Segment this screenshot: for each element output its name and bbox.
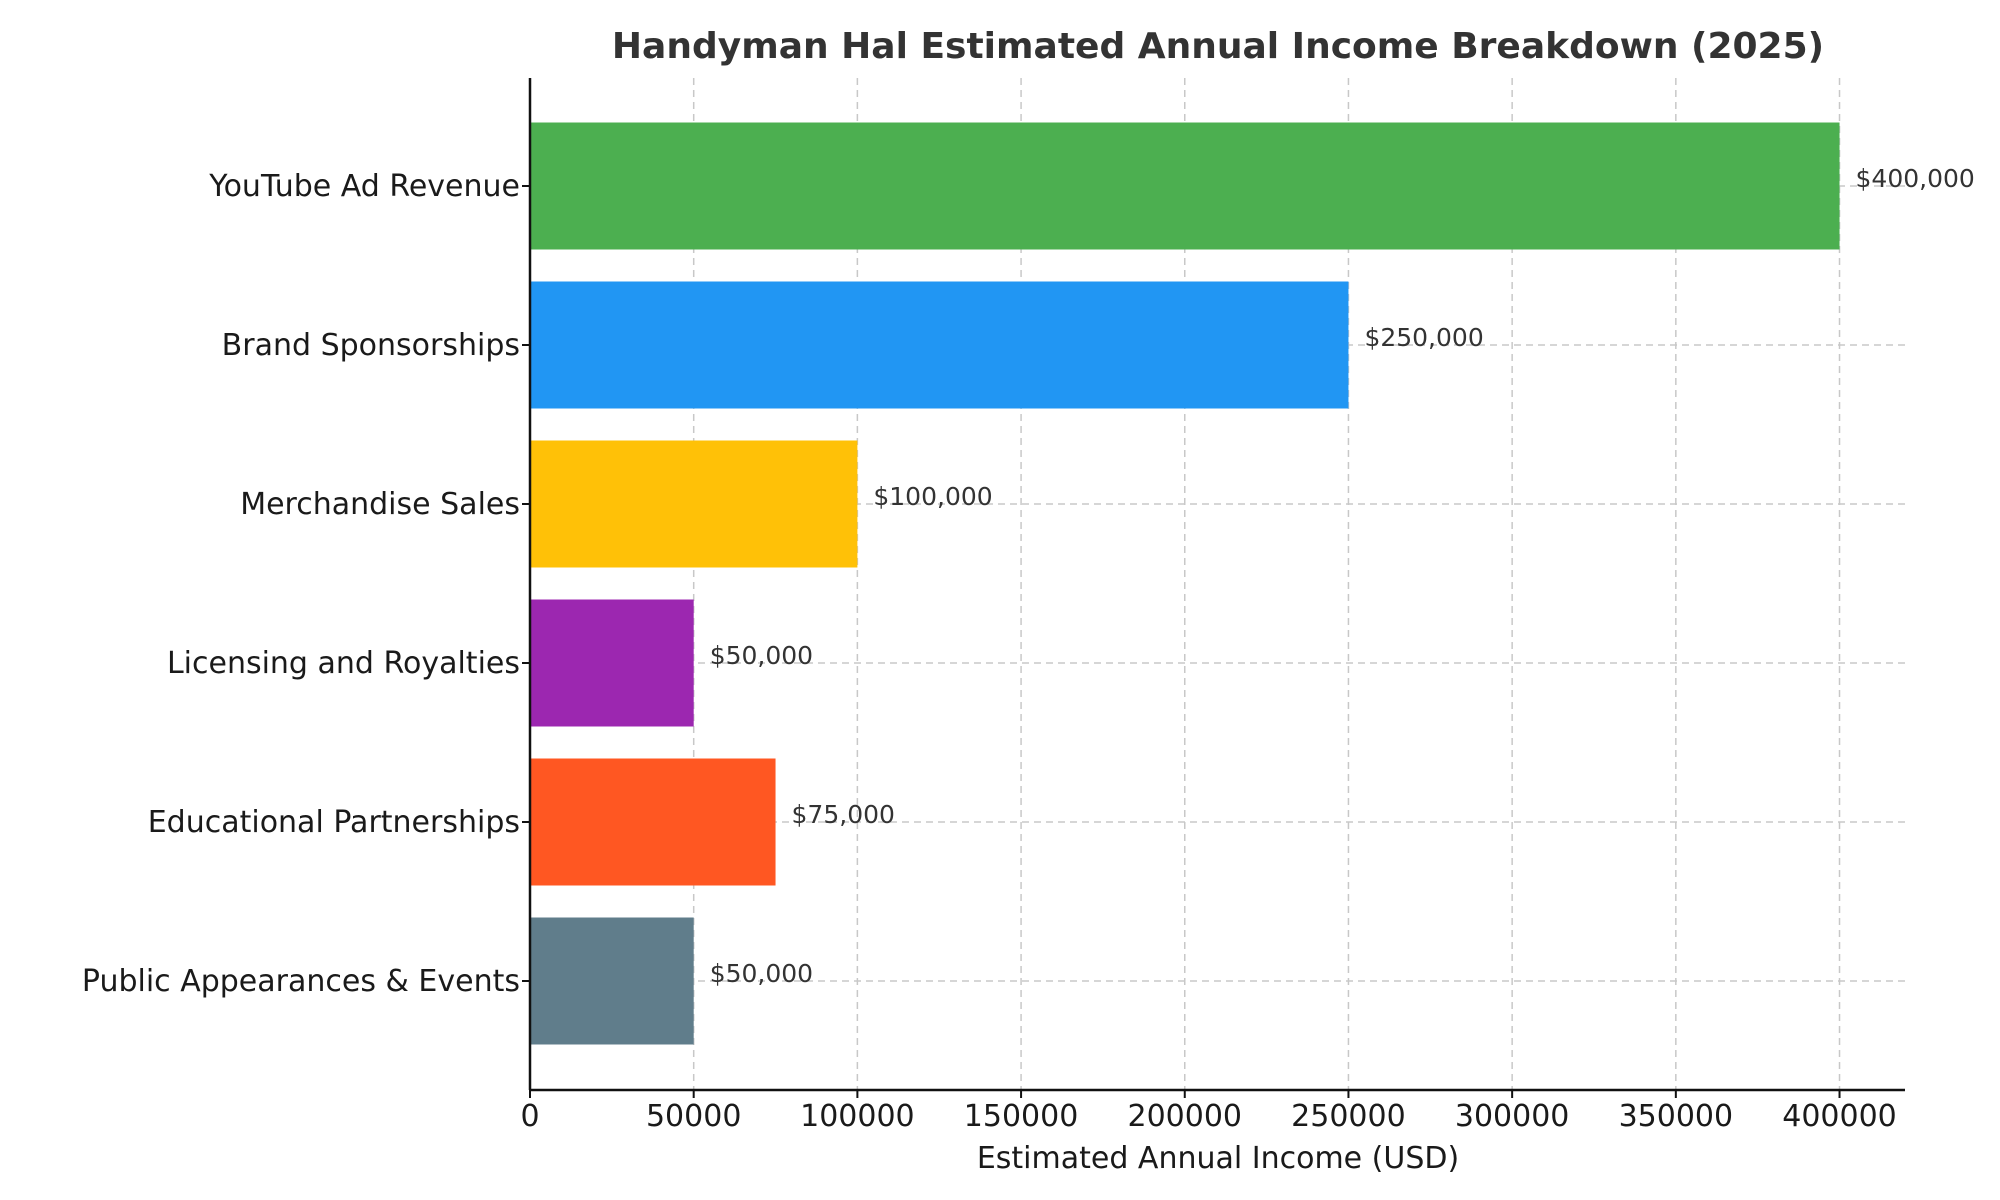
value-label: $400,000 <box>1856 164 1975 193</box>
category-label: Merchandise Sales <box>240 487 520 522</box>
x-axis-label: Estimated Annual Income (USD) <box>977 1141 1459 1176</box>
x-tick-label: 400000 <box>1782 1099 1897 1134</box>
bars-layer <box>530 122 1840 1045</box>
category-label: Educational Partnerships <box>148 805 520 840</box>
x-tick-label: 300000 <box>1455 1099 1570 1134</box>
axes-layer <box>522 78 1905 1098</box>
x-tick-label: 100000 <box>800 1099 915 1134</box>
x-tick-label: 250000 <box>1291 1099 1406 1134</box>
bar-brand-sponsorships <box>530 281 1349 409</box>
value-label: $75,000 <box>792 800 895 829</box>
x-tick-label: 150000 <box>964 1099 1079 1134</box>
category-label: YouTube Ad Revenue <box>208 169 520 204</box>
x-tick-label: 50000 <box>646 1099 741 1134</box>
bar-educational-partnerships <box>530 758 776 886</box>
value-label: $50,000 <box>710 959 813 988</box>
category-label: Public Appearances & Events <box>82 964 520 999</box>
bar-youtube-ad-revenue <box>530 122 1840 250</box>
bar-public-appearances-events <box>530 917 694 1045</box>
bar-licensing-and-royalties <box>530 599 694 727</box>
x-tick-label: 200000 <box>1127 1099 1242 1134</box>
value-label: $100,000 <box>873 482 992 511</box>
chart-title: Handyman Hal Estimated Annual Income Bre… <box>612 26 1824 67</box>
category-label: Brand Sponsorships <box>222 328 520 363</box>
category-label: Licensing and Royalties <box>167 646 520 681</box>
value-label: $250,000 <box>1364 323 1483 352</box>
labels-layer: 0 50000 100000 150000 200000 250000 300000 3500… <box>82 164 1975 1134</box>
x-tick-label: 350000 <box>1619 1099 1734 1134</box>
value-label: $50,000 <box>710 641 813 670</box>
bar-merchandise-sales <box>530 440 858 568</box>
x-tick-label: 0 <box>520 1099 539 1134</box>
